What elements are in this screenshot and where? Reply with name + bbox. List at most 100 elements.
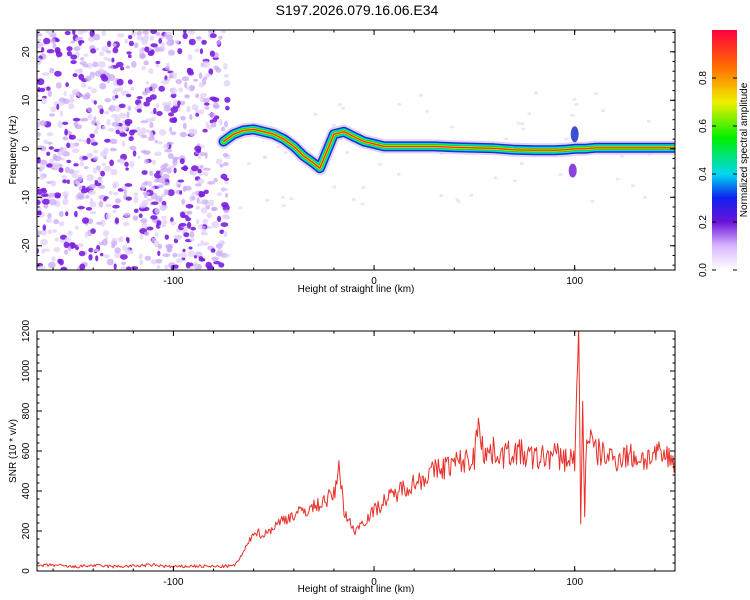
faint-blob — [512, 179, 517, 183]
noise-blob — [159, 169, 163, 176]
noise-blob — [63, 241, 70, 249]
colorbar-label: Normalized spectral amplitude — [739, 82, 750, 217]
noise-blob — [140, 182, 146, 190]
noise-blob — [157, 184, 164, 188]
noise-blob — [89, 211, 97, 215]
noise-blob — [179, 158, 185, 165]
noise-blob — [112, 47, 119, 54]
noise-blob — [78, 68, 83, 74]
noise-blob — [57, 120, 63, 128]
noise-blob — [219, 229, 225, 235]
noise-blob — [197, 200, 206, 205]
noise-blob — [223, 230, 228, 238]
noise-blob — [39, 159, 48, 166]
noise-blob — [203, 76, 208, 80]
noise-blob — [109, 138, 118, 145]
spectrogram-y-tick-label: 0 — [21, 146, 32, 152]
noise-blob — [217, 215, 222, 222]
noise-blob — [201, 225, 206, 230]
noise-blob — [164, 264, 169, 270]
noise-blob — [59, 101, 65, 106]
noise-blob — [203, 171, 209, 177]
noise-blob — [55, 82, 62, 89]
noise-blob — [168, 112, 175, 117]
noise-blob — [177, 100, 181, 106]
noise-blob — [101, 46, 109, 52]
noise-blob — [200, 207, 208, 214]
noise-blob — [114, 198, 121, 204]
noise-blob — [182, 122, 187, 130]
noise-blob — [200, 240, 204, 246]
noise-blob — [133, 208, 139, 213]
noise-blob — [139, 233, 143, 240]
noise-blob — [166, 34, 173, 41]
noise-blob — [103, 57, 108, 61]
noise-blob — [136, 126, 141, 132]
noise-blob — [124, 38, 129, 44]
noise-blob — [199, 152, 206, 157]
noise-blob — [41, 189, 48, 194]
noise-blob — [140, 134, 148, 139]
noise-blob — [71, 148, 80, 154]
noise-blob — [133, 42, 139, 49]
faint-blob — [615, 177, 620, 181]
spectrogram-x-axis-label: Height of straight line (km) — [298, 284, 415, 295]
noise-blob — [59, 110, 63, 117]
faint-blob — [493, 176, 498, 180]
noise-blob — [126, 51, 132, 55]
noise-blob — [50, 106, 57, 113]
noise-blob — [145, 96, 152, 103]
noise-blob — [197, 168, 202, 174]
noise-blob — [209, 33, 217, 39]
noise-blob — [79, 263, 86, 270]
noise-blob — [83, 53, 89, 57]
noise-blob — [210, 206, 218, 211]
noise-blob — [205, 261, 212, 269]
noise-blob — [45, 30, 49, 34]
noise-blob — [158, 85, 165, 92]
noise-blob — [62, 198, 69, 206]
colorbar-tick-label: 0.0 — [698, 263, 709, 277]
snr-y-tick-label: 200 — [21, 522, 32, 539]
noise-blob — [130, 32, 136, 37]
noise-blob — [53, 247, 61, 253]
noise-blob — [90, 138, 95, 143]
noise-blob — [132, 215, 139, 221]
noise-blob — [157, 243, 163, 249]
noise-blob — [111, 121, 120, 127]
noise-blob — [177, 179, 185, 183]
noise-blob — [105, 213, 111, 220]
noise-blob — [126, 266, 132, 270]
noise-blob — [204, 73, 212, 78]
faint-blob — [332, 185, 337, 189]
noise-blob — [154, 46, 160, 53]
noise-blob — [163, 189, 169, 196]
noise-blob — [111, 243, 116, 249]
spectrogram-frame — [36, 29, 676, 271]
noise-blob — [178, 87, 183, 93]
faint-blob — [263, 155, 267, 159]
noise-blob — [46, 151, 51, 156]
noise-blob — [119, 158, 125, 165]
noise-blob — [68, 142, 76, 149]
noise-blob — [191, 104, 199, 111]
noise-blob — [153, 107, 157, 115]
noise-blob — [121, 124, 129, 131]
noise-blob — [37, 33, 43, 37]
noise-blob — [223, 80, 231, 87]
noise-blob — [172, 99, 179, 107]
noise-blob — [224, 96, 231, 103]
noise-blob — [185, 204, 194, 209]
noise-blob — [154, 207, 160, 214]
noise-blob — [80, 30, 89, 34]
faint-blob — [630, 184, 635, 188]
colorbar-ticks: 0.0 0.2 0.4 0.6 0.8 — [698, 71, 737, 277]
noise-blob — [160, 206, 167, 211]
noise-blob — [128, 40, 134, 47]
noise-blob — [66, 179, 70, 184]
noise-blob — [98, 200, 104, 208]
noise-blob — [136, 96, 143, 100]
faint-blob — [345, 151, 350, 155]
noise-blob — [41, 248, 45, 254]
noise-blob — [96, 165, 101, 171]
